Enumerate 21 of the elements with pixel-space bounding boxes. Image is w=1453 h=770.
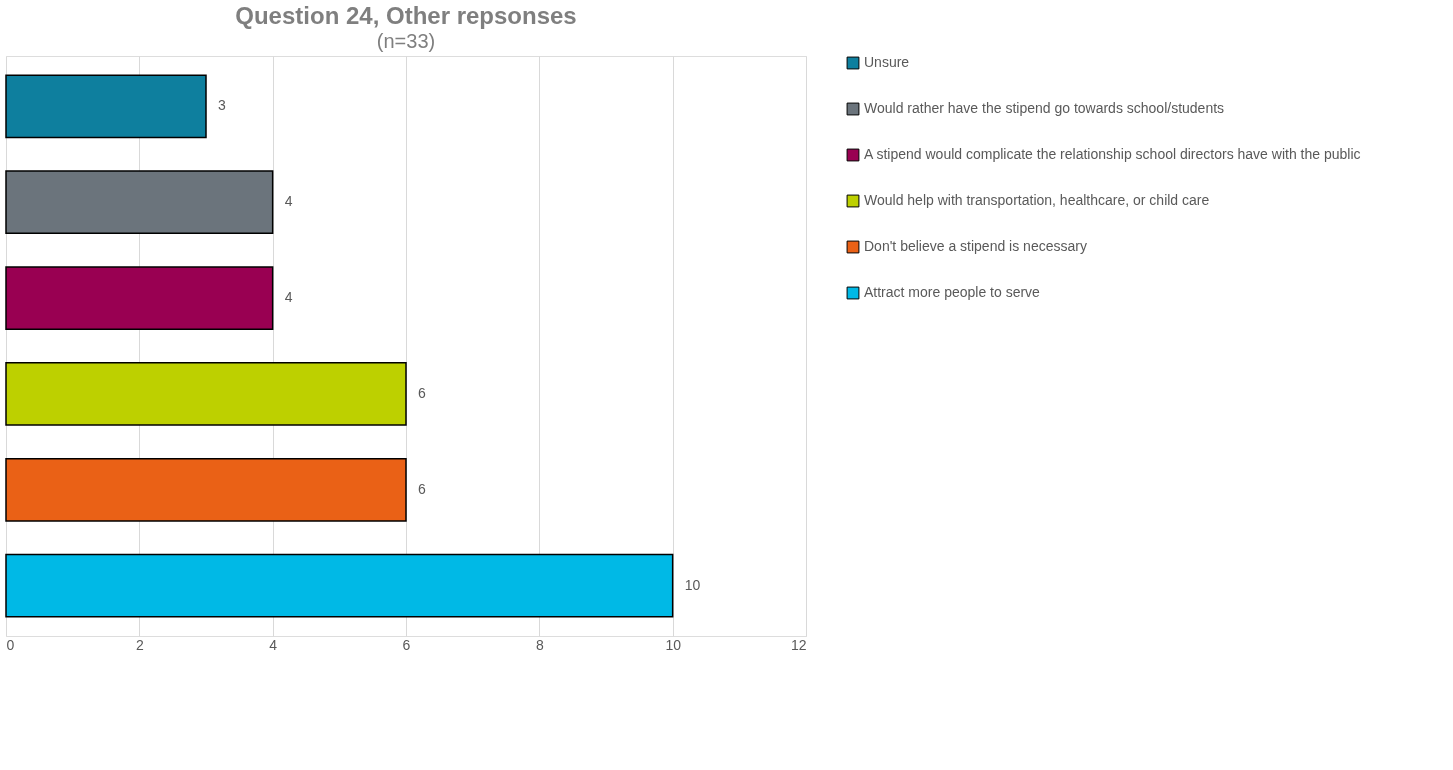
x-tick-label: 4 [269, 636, 278, 653]
legend-label: Don't believe a stipend is necessary [864, 238, 1087, 254]
x-tick-label: 6 [402, 636, 411, 653]
data-label: 10 [684, 576, 701, 593]
legend-label: A stipend would complicate the relationship school directors have with the public [864, 146, 1361, 162]
legend-label: Unsure [864, 54, 910, 70]
x-tick-label: 10 [665, 636, 682, 653]
legend-label: Attract more people to serve [864, 284, 1041, 300]
data-label: 4 [284, 289, 293, 306]
chart-title: Question 24, Other repsonses [235, 2, 577, 29]
legend-label: Would rather have the stipend go towards school/students [864, 100, 1225, 116]
data-label: 3 [218, 97, 226, 114]
data-label: 4 [284, 193, 293, 210]
data-label: 6 [418, 480, 426, 497]
x-tick-label: 2 [135, 636, 144, 653]
x-tick-label: 12 [790, 636, 807, 653]
data-label: 6 [418, 384, 426, 401]
x-tick-label: 0 [6, 636, 15, 653]
chart-subtitle: (n=33) [376, 30, 436, 52]
x-tick-label: 8 [535, 636, 544, 653]
legend-label: Would help with transportation, healthcare, or child care [864, 192, 1210, 208]
